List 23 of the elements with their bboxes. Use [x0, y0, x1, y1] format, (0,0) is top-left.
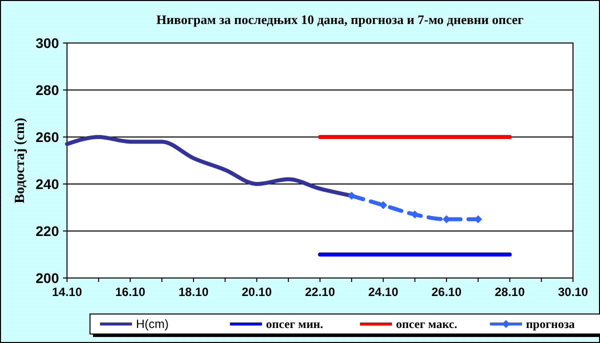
x-tick-label: 14.10 [52, 285, 82, 299]
point [348, 192, 356, 200]
y-axis-title: Водостај (cm) [13, 117, 28, 204]
x-tick-label: 24.10 [368, 285, 399, 299]
x-tick-label: 18.10 [178, 285, 209, 299]
x-tick-label: 16.10 [115, 285, 146, 299]
point [379, 201, 388, 210]
legend-label: опсег макс. [396, 317, 458, 332]
x-tick-label: 26.10 [431, 285, 462, 299]
y-tick-label: 280 [36, 82, 60, 98]
x-tick-label: 28.10 [494, 285, 526, 299]
y-tick-label: 260 [36, 128, 60, 145]
x-tick-label: 22.10 [304, 285, 336, 299]
x-tick-label: 20.10 [242, 285, 272, 299]
y-tick-label: 200 [36, 270, 60, 286]
y-tick-label: 220 [36, 222, 60, 239]
legend-label: прогноза [526, 317, 575, 332]
y-tick-label: 240 [36, 176, 60, 192]
legend-label: опсег мин. [266, 317, 324, 332]
legend-label: H(cm) [136, 317, 169, 332]
x-tick-label: 30.10 [558, 285, 588, 299]
chart-title: Нивограм за последњих 10 дана, прогноза и 7-мо дневни опсег [156, 12, 524, 27]
y-tick-label: 300 [36, 34, 60, 51]
